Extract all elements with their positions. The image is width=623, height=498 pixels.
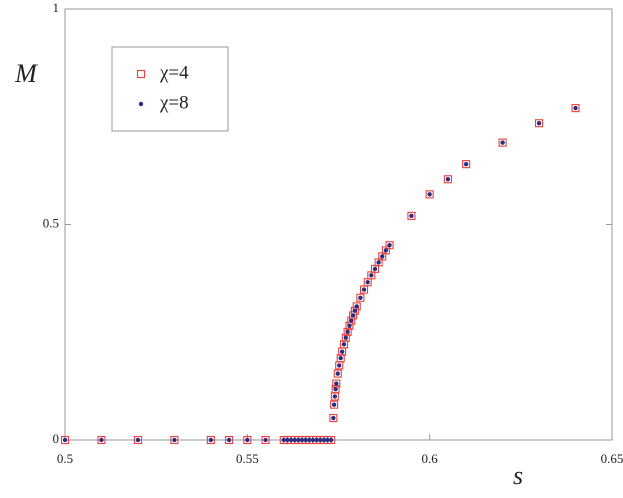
- y-tick-label: 1: [53, 0, 60, 15]
- data-point: [425, 190, 434, 199]
- data-point: [347, 323, 352, 328]
- x-tick-label: 0.5: [57, 451, 73, 466]
- data-point: [245, 437, 250, 443]
- data-point: [352, 308, 358, 313]
- data-point: [60, 435, 70, 445]
- data-point: [380, 254, 385, 259]
- data-point: [361, 287, 367, 292]
- data-point: [407, 211, 416, 220]
- data-point: [573, 105, 578, 111]
- data-point: [243, 435, 252, 445]
- data-point: [325, 437, 330, 443]
- data-point: [462, 160, 471, 169]
- data-point: [341, 342, 347, 347]
- data-point: [329, 413, 338, 423]
- data-point: [332, 379, 341, 388]
- data-point: [409, 213, 414, 219]
- data-point: [338, 355, 343, 361]
- data-point: [335, 371, 340, 376]
- y-tick-label: 0: [53, 431, 60, 446]
- x-tick-label: 0.6: [422, 451, 439, 466]
- data-point: [334, 381, 339, 386]
- data-point: [62, 437, 68, 443]
- data-point: [536, 121, 542, 126]
- data-point: [571, 104, 580, 113]
- data-point: [345, 329, 350, 335]
- data-point: [281, 437, 286, 443]
- x-tick-label: 0.65: [601, 451, 623, 466]
- data-point: [500, 140, 505, 145]
- data-point: [133, 435, 142, 445]
- data-point: [318, 437, 323, 443]
- data-point: [535, 119, 544, 128]
- data-point: [303, 437, 308, 443]
- data-point: [372, 266, 378, 272]
- data-point: [225, 435, 234, 445]
- data-point: [99, 437, 104, 443]
- data-point: [498, 138, 507, 147]
- data-point: [135, 437, 141, 443]
- data-point: [208, 437, 214, 443]
- data-point: [337, 363, 342, 368]
- data-point: [369, 273, 374, 278]
- data-point: [347, 316, 356, 325]
- data-point: [331, 415, 336, 421]
- data-point: [329, 437, 334, 443]
- data-point: [331, 402, 337, 407]
- data-point: [387, 242, 392, 248]
- data-point: [292, 437, 297, 443]
- data-point: [333, 369, 342, 378]
- data-point: [321, 437, 327, 443]
- data-point: [97, 435, 106, 445]
- data-point: [333, 386, 338, 392]
- data-point: [261, 435, 270, 445]
- data-point: [206, 435, 215, 445]
- data-point: [170, 435, 179, 445]
- data-point: [296, 437, 301, 443]
- data-point: [288, 437, 294, 443]
- data-point: [383, 248, 389, 253]
- data-point: [356, 293, 365, 302]
- data-point: [343, 335, 348, 341]
- data-point: [385, 241, 394, 250]
- data-point: [445, 177, 451, 182]
- data-point: [463, 161, 469, 167]
- data-point: [339, 349, 345, 354]
- data-point: [332, 394, 338, 399]
- data-point: [341, 333, 350, 342]
- data-point: [330, 400, 339, 409]
- legend-marker: [138, 101, 144, 107]
- data-point: [354, 304, 359, 309]
- data-point: [226, 437, 232, 443]
- data-point: [307, 437, 312, 443]
- y-axis-label: M: [14, 59, 38, 88]
- legend-label: χ=4: [159, 62, 189, 83]
- data-point: [349, 318, 354, 323]
- data-point: [343, 327, 352, 336]
- data-point: [350, 313, 356, 318]
- data-point: [358, 295, 363, 300]
- data-point: [314, 437, 319, 443]
- legend-label: χ=8: [159, 92, 189, 113]
- data-point: [345, 321, 354, 330]
- data-point: [349, 311, 358, 320]
- data-point: [310, 437, 316, 443]
- y-tick-label: 0.5: [43, 215, 59, 230]
- data-point: [331, 385, 340, 394]
- data-point: [285, 437, 290, 443]
- legend-marker: [136, 69, 146, 79]
- data-point: [299, 437, 305, 443]
- data-point: [376, 260, 381, 265]
- data-point: [443, 175, 452, 184]
- x-axis-label: s: [513, 461, 523, 490]
- data-point: [427, 192, 432, 197]
- data-point: [263, 437, 268, 443]
- x-tick-label: 0.55: [236, 451, 259, 466]
- legend-box: [111, 46, 229, 132]
- data-point: [172, 437, 177, 443]
- data-point: [365, 280, 370, 285]
